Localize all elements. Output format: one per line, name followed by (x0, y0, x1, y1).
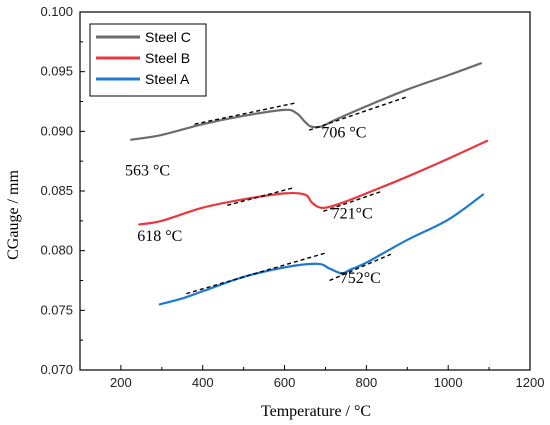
tangent-line (186, 252, 326, 295)
annotation-label: 752°C (340, 270, 381, 287)
y-tick-label: 0.075 (40, 302, 73, 317)
annotation-label: 618 °C (137, 228, 182, 245)
legend-label-steel-b: Steel B (145, 50, 190, 66)
y-tick-label: 0.080 (40, 243, 73, 258)
y-axis-label: CGauge / mm (5, 170, 22, 260)
x-tick-label: 1200 (516, 375, 545, 390)
series-line-steel-a (158, 193, 485, 306)
tangent-line (323, 190, 383, 212)
tangent-line (308, 96, 408, 131)
annotation-label: 706 °C (321, 124, 366, 141)
series-layer (130, 62, 489, 306)
series-line-steel-b (138, 139, 489, 226)
y-tick-label: 0.085 (40, 183, 73, 198)
annotation-label: 721°C (332, 205, 373, 222)
legend-label-steel-c: Steel C (145, 29, 191, 45)
x-axis-label: Temperature / °C (261, 403, 371, 420)
tangent-line (227, 186, 295, 206)
tangent-lines (186, 96, 408, 295)
x-tick-label: 800 (356, 375, 378, 390)
y-tick-label: 0.095 (40, 64, 73, 79)
y-tick-label: 0.100 (40, 4, 73, 19)
tangent-line (194, 102, 297, 125)
y-tick-label: 0.090 (40, 123, 73, 138)
y-tick-label: 0.070 (40, 362, 73, 377)
x-tick-label: 200 (110, 375, 132, 390)
x-tick-label: 600 (274, 375, 296, 390)
legend: Steel C Steel B Steel A (89, 23, 207, 97)
x-tick-label: 1000 (434, 375, 463, 390)
series-line-steel-c (130, 62, 483, 141)
x-tick-label: 400 (192, 375, 214, 390)
legend-label-steel-a: Steel A (145, 71, 190, 87)
axes: 200 400 600 800 1000 1200 0.070 0.075 0.080 0.085… (40, 4, 544, 390)
annotation-label: 563 °C (125, 162, 170, 179)
